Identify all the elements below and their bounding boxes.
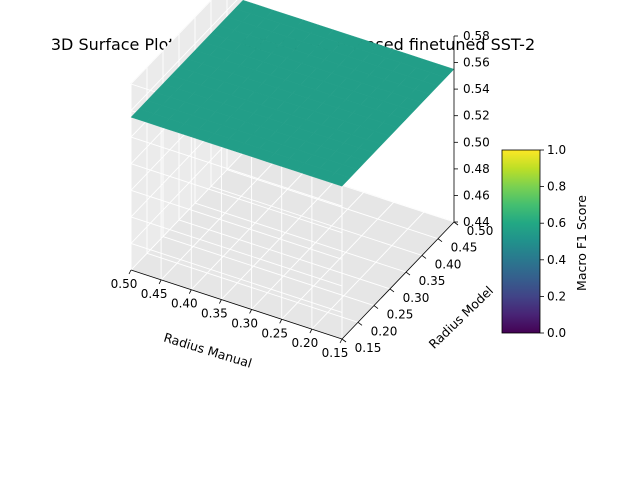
- y-axis-ticks: 0.15 0.20 0.25 0.30 0.35 0.40 0.45 0.50: [341, 221, 494, 355]
- z-axis-ticks: 0.44 0.46 0.48 0.50 0.52 0.54 0.56 0.58: [454, 29, 490, 229]
- grid-line: [130, 242, 343, 313]
- grid-line: [226, 169, 439, 240]
- grid-line: [130, 163, 343, 234]
- y-axis-line: [341, 221, 455, 340]
- colorbar: 0.0 0.2 0.4 0.6 0.8 1.0 Macro F1 Score: [501, 143, 589, 340]
- x-tick-label: 0.45: [141, 287, 168, 301]
- x-tick-label: 0.50: [111, 277, 138, 291]
- y-tick-mark: [389, 288, 395, 293]
- grid-line: [210, 185, 423, 256]
- z-tick-label: 0.50: [463, 135, 490, 149]
- x-tick-mark: [219, 299, 222, 304]
- grid-line: [190, 172, 304, 291]
- grid-line: [194, 202, 407, 273]
- y-tick-mark: [405, 271, 411, 276]
- grid-line: [130, 136, 343, 207]
- x-axis-ticks: 0.150.20 0.250.300.350.400.450.50: [111, 269, 349, 360]
- grid-line: [160, 162, 274, 281]
- y-tick-mark: [341, 338, 347, 343]
- y-tick-mark: [437, 238, 443, 243]
- grid-line: [251, 192, 364, 310]
- colorbar-tick-label: 0.4: [547, 253, 566, 267]
- x-axis-line: [130, 269, 343, 340]
- y-tick-label: 0.30: [403, 291, 430, 305]
- grid-line: [221, 182, 334, 300]
- grid-line: [146, 252, 359, 323]
- colorbar-gradient: [501, 149, 541, 334]
- y-tick-label: 0.25: [387, 308, 414, 322]
- y-tick-label: 0.40: [435, 257, 462, 271]
- z-tick-label: 0.58: [463, 29, 490, 43]
- z-tick-label: 0.48: [463, 162, 490, 176]
- y-tick-mark: [373, 305, 379, 309]
- colorbar-tick-label: 0.8: [547, 180, 566, 194]
- y-tick-label: 0.45: [451, 241, 478, 255]
- colorbar-ticks: 0.0 0.2 0.4 0.6 0.8 1.0: [540, 143, 566, 340]
- y-tick-label: 0.35: [419, 274, 446, 288]
- y-tick-label: 0.50: [467, 224, 494, 238]
- x-tick-label: 0.40: [171, 297, 198, 311]
- colorbar-label: Macro F1 Score: [574, 195, 589, 291]
- grid-line: [281, 201, 395, 320]
- x-tick-mark: [339, 338, 343, 344]
- x-tick-mark: [279, 319, 283, 324]
- z-tick-label: 0.44: [463, 215, 490, 229]
- y-axis-label: Radius Model: [426, 283, 496, 352]
- y-tick-label: 0.20: [371, 324, 398, 338]
- grid-line: [130, 0, 213, 85]
- x-tick-label: 0.35: [201, 307, 228, 321]
- axes-3d: 0.150.200.250.300.350.400.450.50 0.150.2…: [111, 0, 496, 371]
- x-tick-label: 0.30: [231, 316, 258, 330]
- z-tick-label: 0.56: [463, 56, 490, 70]
- x-tick-label: 0.20: [292, 336, 319, 350]
- grid-line: [130, 189, 343, 260]
- grid-line: [162, 236, 375, 307]
- x-tick-mark: [249, 309, 252, 314]
- surface: [130, 0, 455, 187]
- x-tick-label: 0.25: [261, 326, 288, 340]
- colorbar-tick-label: 0.6: [547, 216, 566, 230]
- x-axis-label: Radius Manual: [162, 330, 254, 371]
- grid-line: [130, 152, 244, 271]
- z-tick-label: 0.52: [463, 109, 490, 123]
- y-tick-label: 0.15: [355, 341, 382, 355]
- x-tick-mark: [309, 328, 313, 334]
- x-tick-mark: [158, 279, 162, 285]
- grid-line: [311, 211, 425, 330]
- colorbar-tick-label: 1.0: [547, 143, 566, 157]
- colorbar-tick-label: 0.2: [547, 289, 566, 303]
- grid-line: [130, 0, 238, 111]
- x-tick-mark: [128, 269, 132, 275]
- y-tick-mark: [357, 321, 363, 326]
- grid-line: [130, 216, 343, 287]
- colorbar-tick-label: 0.0: [547, 326, 566, 340]
- x-tick-mark: [188, 289, 192, 294]
- surface-facet: [430, 64, 455, 78]
- y-tick-mark: [453, 221, 459, 226]
- y-tick-mark: [421, 255, 427, 259]
- x-tick-label: 0.15: [322, 346, 349, 360]
- grid-line: [178, 219, 391, 290]
- z-tick-label: 0.46: [463, 188, 490, 202]
- z-tick-label: 0.54: [463, 82, 490, 96]
- axis-lines: [130, 36, 455, 340]
